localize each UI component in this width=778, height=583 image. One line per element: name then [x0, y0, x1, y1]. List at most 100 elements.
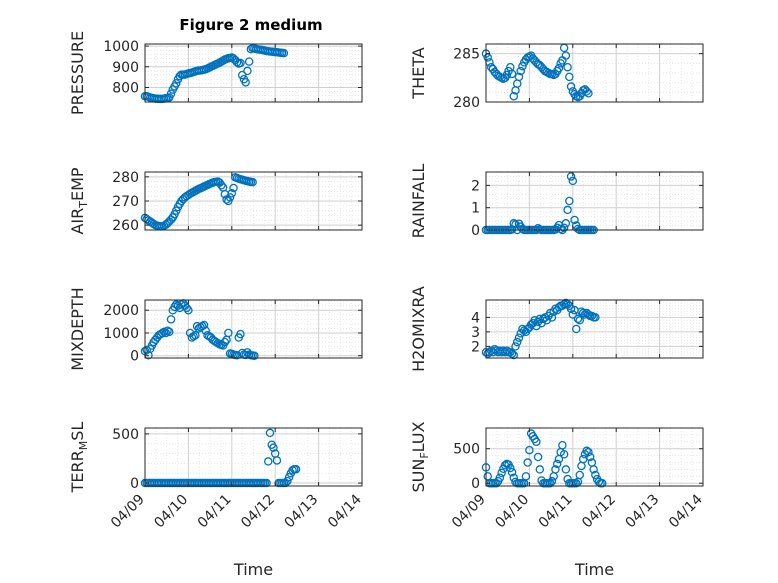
data-point: [284, 472, 294, 482]
data-point: [575, 316, 584, 325]
y-tick-label: 800: [112, 81, 139, 97]
chart-panel-5: 0 1000 2000 MIXDEPTH: [68, 287, 363, 371]
y-tick-label: 500: [453, 442, 480, 458]
y-axis-label-part: TERR: [68, 450, 87, 493]
y-axis-label: TERRMSL: [68, 422, 90, 494]
data-point: [598, 478, 607, 488]
chart-panel-6: 234 H2OMIXRA: [409, 286, 704, 372]
data-point: [556, 224, 565, 234]
axes-box: [144, 43, 363, 103]
y-tick-label: 500: [112, 427, 139, 443]
data-point: [566, 172, 576, 181]
data-point: [566, 82, 576, 91]
data-point: [532, 437, 541, 447]
data-point: [237, 70, 247, 80]
y-tick-label: 0: [471, 223, 480, 239]
y-axis-label-subscript: F: [418, 452, 431, 458]
x-axis-label: Time: [574, 560, 614, 579]
chart-panel-1: 800 900 1000 PRESSURE: [68, 31, 363, 115]
y-tick-label: 280: [453, 95, 480, 111]
data-point: [551, 465, 560, 474]
data-point: [518, 61, 527, 71]
y-tick-label: 1000: [103, 39, 139, 55]
data-point: [189, 332, 198, 341]
data-point: [182, 303, 191, 313]
data-point: [565, 72, 574, 82]
data-point: [578, 308, 588, 318]
data-point: [511, 220, 520, 229]
data-point: [547, 313, 557, 322]
data-point: [568, 176, 578, 186]
y-tick-label: 1000: [103, 326, 139, 342]
data-point: [591, 313, 600, 322]
y-axis-label: AIRTEMP: [68, 167, 90, 234]
data-point: [272, 456, 282, 465]
y-axis-label-part: SL: [68, 422, 87, 441]
data-point: [585, 452, 595, 462]
data-point: [165, 327, 174, 337]
y-axis-label-part: AIR: [68, 208, 87, 235]
y-tick-label: 285: [453, 47, 480, 63]
chart-panel-2: 280 285 THETA: [409, 43, 704, 111]
data-point: [545, 478, 555, 488]
data-point: [552, 459, 562, 469]
data-point: [497, 468, 506, 478]
y-axis-label-part: H2OMIXRA: [409, 286, 428, 372]
y-axis-label-part: PRESSURE: [68, 31, 87, 115]
y-axis-label-part: THETA: [409, 47, 428, 99]
data-point: [533, 452, 543, 462]
data-point: [163, 326, 172, 335]
data-point: [495, 473, 505, 482]
data-point: [575, 470, 584, 480]
y-tick-label: 280: [112, 170, 139, 186]
axes-box: [485, 43, 704, 103]
y-axis-label: THETA: [409, 47, 428, 99]
data-point: [220, 337, 230, 347]
data-point: [184, 305, 193, 315]
y-axis-label-part: LUX: [409, 421, 428, 452]
y-tick-label: 260: [112, 218, 139, 234]
data-point: [573, 314, 583, 324]
data-point: [523, 458, 532, 467]
data-point: [264, 457, 273, 466]
data-point: [559, 449, 569, 459]
y-tick-label: 0: [130, 476, 139, 492]
y-tick-label: 0: [471, 476, 480, 492]
y-axis-label: SUNFLUX: [409, 421, 431, 492]
y-tick-label: 900: [112, 60, 139, 76]
data-point: [547, 476, 557, 486]
data-point: [591, 470, 600, 480]
data-point: [241, 78, 250, 87]
data-point: [514, 72, 524, 82]
data-point: [265, 428, 275, 438]
data-point: [584, 89, 593, 98]
axes-box: [485, 171, 704, 231]
axes-box: [485, 299, 704, 359]
data-point: [559, 300, 569, 309]
data-point: [225, 193, 235, 202]
data-point: [248, 177, 257, 187]
figure-title: Figure 2 medium: [179, 16, 322, 34]
data-point: [589, 465, 598, 474]
data-point: [509, 219, 519, 228]
y-tick-label: 2: [471, 339, 480, 355]
y-axis-label-subscript: T: [77, 201, 90, 209]
data-point: [561, 219, 571, 228]
data-point: [563, 62, 572, 72]
data-point: [269, 443, 278, 452]
data-point: [511, 342, 520, 351]
y-axis-label-part: EMP: [68, 167, 87, 201]
data-point: [229, 183, 238, 193]
data-point: [535, 465, 545, 474]
data-point: [509, 91, 519, 101]
y-axis-label-subscript: M: [77, 441, 90, 451]
y-tick-label: 4: [471, 310, 480, 326]
data-point: [514, 333, 524, 342]
data-point: [509, 350, 519, 360]
data-point: [563, 205, 572, 215]
y-tick-label: 2000: [103, 303, 139, 319]
data-point: [142, 345, 151, 355]
data-point: [502, 70, 512, 80]
y-axis-label-part: RAINFALL: [409, 164, 428, 239]
